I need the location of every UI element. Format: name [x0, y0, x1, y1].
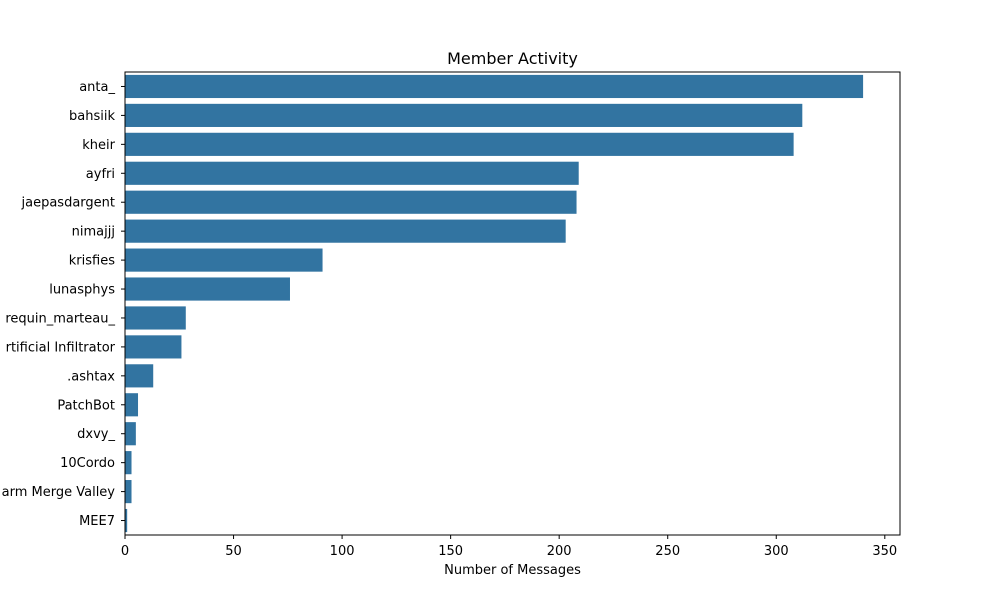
- x-ticks: 0 50 100 150 200 250 300 350: [121, 535, 897, 559]
- y-tick-label: MEE7: [79, 514, 115, 529]
- bar-3: [125, 161, 579, 185]
- x-tick-label: 200: [547, 544, 572, 559]
- bar-14: [125, 480, 132, 504]
- bars-layer: [125, 74, 864, 533]
- x-tick-label: 150: [438, 544, 463, 559]
- bar-1: [125, 103, 803, 127]
- y-tick-label: ayfri: [86, 167, 115, 182]
- x-tick-label: 100: [330, 544, 355, 559]
- x-tick-label: 350: [872, 544, 897, 559]
- x-tick-label: 50: [225, 544, 242, 559]
- bar-11: [125, 393, 139, 417]
- bar-2: [125, 132, 794, 156]
- y-tick-label: requin_marteau_: [5, 311, 115, 326]
- bar-12: [125, 422, 136, 446]
- plot-frame: [124, 71, 901, 536]
- bar-7: [125, 277, 290, 301]
- y-ticks: anta_bahsiik kheir ayfri jaepasdargent nimaj…: [2, 80, 125, 529]
- x-tick-label: 250: [655, 544, 680, 559]
- x-tick-label: 0: [121, 544, 129, 559]
- bar-10: [125, 364, 154, 388]
- bar-5: [125, 219, 566, 243]
- y-tick-label: .ashtax: [67, 369, 115, 384]
- x-axis-title: Number of Messages: [444, 563, 581, 578]
- y-tick-label: arm Merge Valley: [2, 485, 116, 500]
- y-tick-label: rtificial Infiltrator: [6, 340, 116, 355]
- y-tick-label: dxvy_: [77, 427, 115, 442]
- y-tick-label: PatchBot: [57, 398, 115, 413]
- y-tick-label: lunasphys: [49, 283, 115, 298]
- y-tick-label: bahsiik: [69, 109, 115, 124]
- bar-8: [125, 306, 186, 330]
- bar-9: [125, 335, 182, 359]
- bar-13: [125, 451, 132, 475]
- y-tick-label: kheir: [82, 138, 115, 153]
- y-tick-label: krisfies: [69, 254, 115, 269]
- bar-6: [125, 248, 323, 272]
- bar-0: [125, 74, 864, 99]
- bar-4: [125, 190, 577, 214]
- y-tick-label: nimajjj: [72, 225, 115, 240]
- y-tick-label: anta_: [79, 80, 115, 95]
- chart-title: Member Activity: [447, 49, 578, 68]
- x-tick-label: 300: [764, 544, 789, 559]
- bar-15: [125, 508, 128, 533]
- y-tick-label: jaepasdargent: [21, 196, 116, 211]
- y-tick-label: 10Cordo: [60, 456, 115, 471]
